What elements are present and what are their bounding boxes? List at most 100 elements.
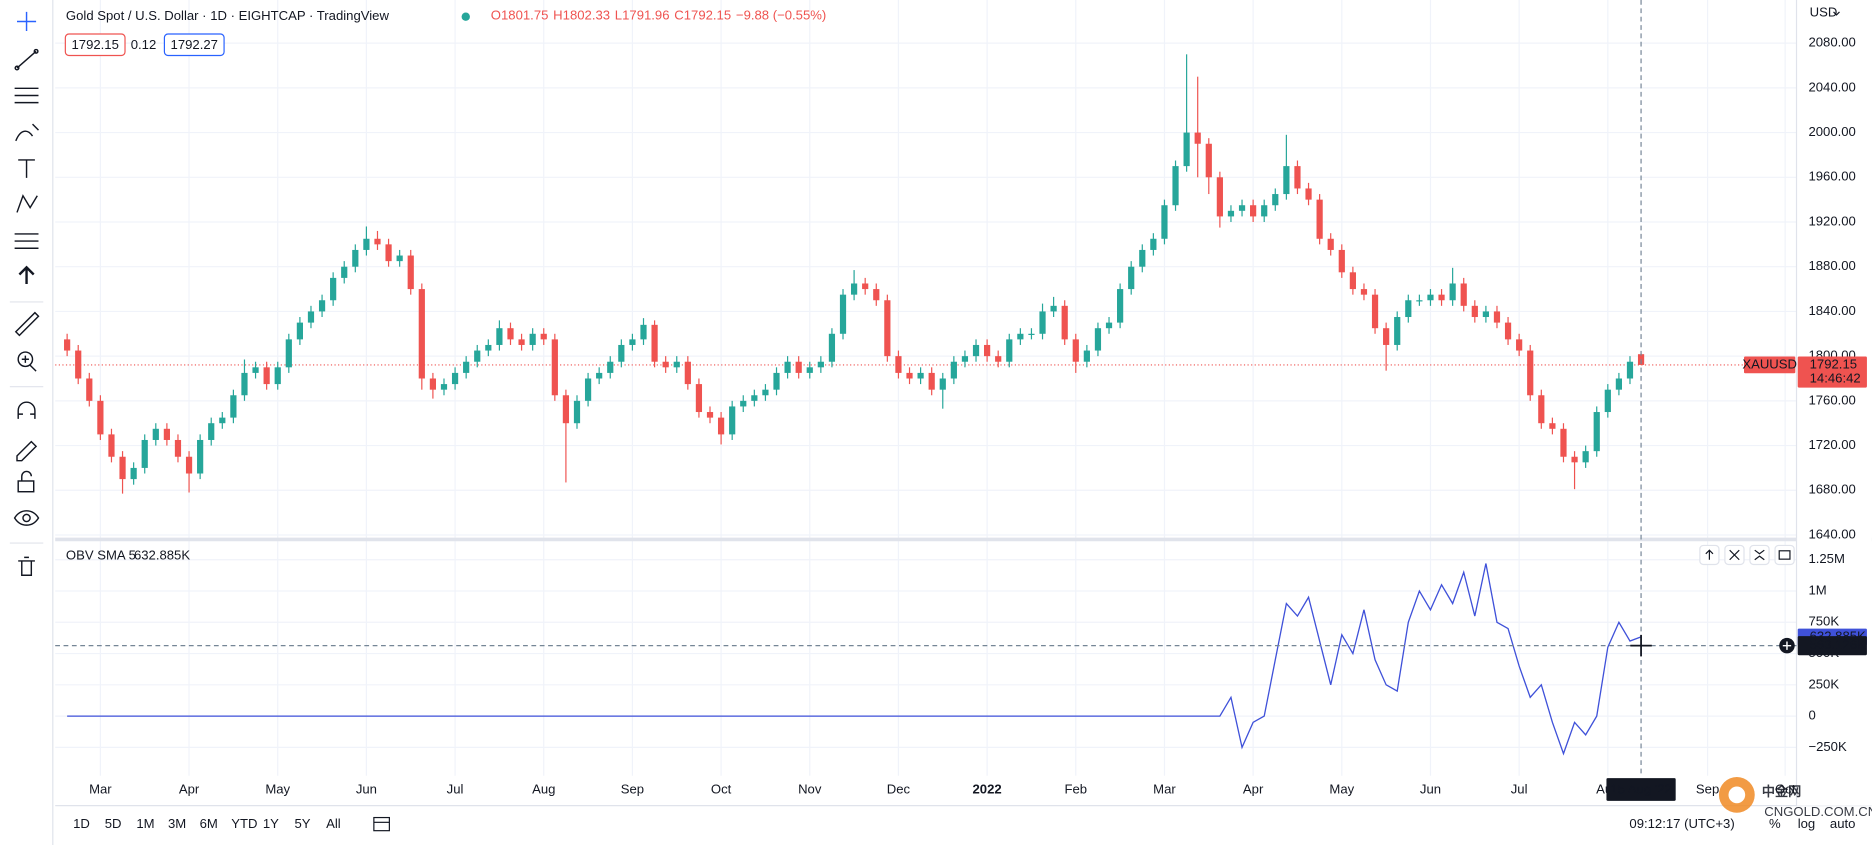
candle-body — [984, 344, 991, 357]
ask-box[interactable] — [163, 33, 225, 57]
x-tick-label: Sep — [621, 782, 644, 797]
candle-body — [1150, 238, 1157, 250]
x-tick-label: Jun — [356, 782, 377, 797]
tool-magnet[interactable] — [17, 401, 36, 419]
tool-cross[interactable] — [17, 11, 37, 32]
candle-body — [795, 361, 802, 373]
candle-body — [1416, 300, 1423, 302]
candle-body — [1626, 361, 1634, 379]
y-tick-label: 2080.00 — [1808, 35, 1855, 50]
candle-body — [429, 378, 437, 390]
candle-body — [330, 277, 337, 301]
candle-body — [950, 361, 957, 379]
pane-collapse[interactable] — [1749, 544, 1770, 566]
candle-body — [1083, 350, 1090, 362]
candle-body — [1438, 294, 1445, 301]
candle-body — [1604, 389, 1611, 413]
candle-body — [906, 372, 913, 379]
candle-body — [318, 300, 326, 312]
candle-body — [651, 324, 658, 362]
date-range-icon[interactable] — [373, 816, 390, 832]
pane-buttons — [1699, 544, 1795, 566]
range-button[interactable]: 6M — [200, 816, 218, 831]
range-button[interactable]: 1Y — [263, 816, 279, 831]
y-tick-label: 1.25M — [1808, 551, 1844, 566]
candle-body — [396, 255, 403, 262]
candle-body — [385, 244, 392, 262]
candle-body — [1272, 194, 1279, 206]
tool-measure[interactable] — [14, 311, 40, 337]
range-button[interactable]: 3M — [168, 816, 186, 831]
candle-body — [341, 266, 348, 278]
candle-body — [263, 367, 270, 385]
candle-body — [784, 361, 791, 373]
range-button[interactable]: 5D — [105, 816, 122, 831]
o-label: O — [491, 8, 501, 23]
candle-body — [174, 439, 182, 457]
candle-body — [1527, 350, 1534, 396]
pane-maximize[interactable] — [1774, 544, 1795, 566]
tool-fib[interactable] — [14, 87, 39, 104]
price-tag — [1797, 356, 1867, 388]
candle-body — [817, 361, 824, 368]
range-button[interactable]: YTD — [231, 816, 257, 831]
ohlc-legend: O1801.75 H1802.33 L1791.96 C1792.15 −9.88 (−… — [491, 8, 826, 23]
candle-body — [496, 328, 503, 345]
candle-body — [1427, 294, 1434, 301]
tool-prediction[interactable] — [14, 233, 39, 249]
range-button[interactable]: 5Y — [294, 816, 310, 831]
tool-pattern[interactable] — [16, 194, 38, 213]
x-tick-label: Oct — [711, 782, 732, 797]
tool-zoom[interactable] — [17, 351, 37, 372]
candle-body — [662, 361, 669, 368]
x-tick-label: Apr — [1243, 782, 1264, 797]
tool-delete[interactable] — [18, 556, 35, 576]
percent-toggle[interactable]: % — [1769, 816, 1781, 831]
candle-body — [1493, 311, 1501, 323]
candle-body — [1571, 456, 1578, 463]
watermark-logo-inner — [1728, 786, 1746, 804]
toolbar-bg — [0, 0, 53, 845]
tool-lock[interactable] — [17, 470, 35, 493]
x-tick-label: Jul — [447, 782, 464, 797]
candle-body — [208, 423, 215, 440]
candle-body — [219, 417, 226, 424]
range-button[interactable]: All — [326, 816, 341, 831]
bid-box[interactable] — [64, 33, 126, 57]
h-value: 1802.33 — [563, 8, 610, 23]
candle-body — [873, 289, 880, 301]
o-value: 1801.75 — [501, 8, 548, 23]
tool-trendline[interactable] — [14, 48, 39, 71]
plot-area: Mar Apr May Jun Jul Aug Sep Oct Nov Dec 2022 Feb Mar… — [64, 54, 1796, 797]
candle-body — [773, 372, 780, 390]
market-status — [461, 12, 470, 21]
tool-hide[interactable] — [13, 510, 40, 526]
candle-body — [1006, 339, 1013, 362]
tool-brush[interactable] — [15, 123, 39, 142]
candle-body — [1139, 249, 1146, 267]
tool-text[interactable] — [18, 159, 35, 178]
bid: 1792.15 — [71, 37, 118, 52]
candle-body — [1371, 294, 1379, 329]
log-toggle[interactable]: log — [1798, 816, 1816, 831]
y-tick-label: 2000.00 — [1808, 124, 1855, 139]
candle-body — [1305, 188, 1312, 200]
candle-body — [1338, 249, 1345, 273]
candle-body — [596, 372, 603, 379]
tool-icons[interactable] — [18, 265, 35, 285]
candle-body — [972, 344, 980, 357]
candle-body — [1061, 305, 1068, 340]
auto-toggle[interactable]: auto — [1830, 816, 1856, 831]
candle-body — [230, 395, 237, 418]
currency[interactable]: USD — [1810, 5, 1838, 20]
tool-stay-drawing[interactable] — [16, 440, 38, 462]
candle-body — [684, 361, 691, 385]
range-button[interactable]: 1D — [73, 816, 90, 831]
range-button[interactable]: 1M — [136, 816, 154, 831]
candle-body — [850, 283, 858, 295]
y-tick-label: 2040.00 — [1808, 79, 1855, 94]
candle-body — [418, 289, 425, 379]
candle-body — [729, 406, 736, 435]
